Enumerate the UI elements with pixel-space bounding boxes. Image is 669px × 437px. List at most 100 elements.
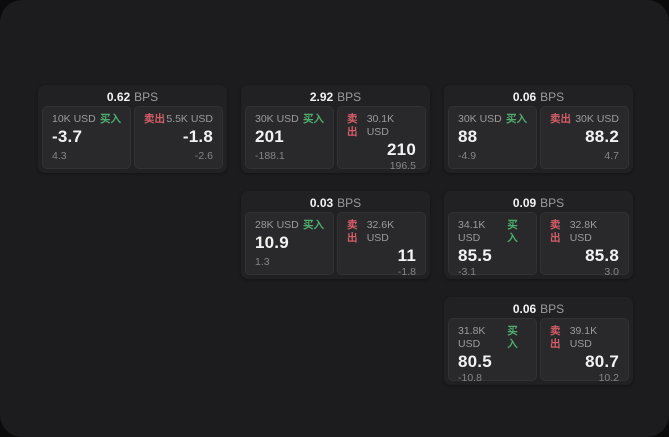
buy-side-label: 买入 — [506, 113, 527, 125]
buy-tile[interactable]: 30K USD 买入 88 -4.9 — [448, 106, 537, 169]
quote-card: 0.03 BPS 28K USD 买入 10.9 1.3 卖出 32.6K US… — [241, 191, 430, 279]
buy-price: 80.5 — [458, 352, 492, 371]
quote-card: 0.09 BPS 34.1K USD 买入 85.5 -3.1 卖出 32.8K… — [444, 191, 633, 279]
sell-tile-top: 卖出 30K USD — [550, 113, 619, 126]
card-header: 0.06 BPS — [448, 88, 629, 106]
buy-tile[interactable]: 30K USD 买入 201 -188.1 — [245, 106, 334, 169]
buy-side-label: 买入 — [507, 219, 518, 244]
buy-tile-top: 31.8K USD 买入 — [458, 325, 527, 351]
buy-change: -188.1 — [255, 150, 285, 162]
buy-notional: 30K USD — [458, 113, 502, 125]
bps-value: 0.09 — [512, 196, 537, 210]
quote-cards-grid: 0.62 BPS 10K USD 买入 -3.7 4.3 卖出 5.5K USD — [38, 85, 633, 385]
sell-side-label: 卖出 — [347, 113, 358, 138]
sell-price: 11 — [397, 246, 416, 265]
sell-notional: 30K USD — [575, 113, 619, 125]
bps-unit-label: BPS — [540, 196, 565, 210]
buy-tile[interactable]: 31.8K USD 买入 80.5 -10.8 — [448, 318, 537, 384]
sell-side-label: 卖出 — [550, 219, 561, 244]
card-header: 0.03 BPS — [245, 194, 426, 212]
sell-change: -2.6 — [194, 150, 213, 162]
sell-tile-top: 卖出 5.5K USD — [144, 113, 213, 126]
buy-price: 10.9 — [255, 233, 289, 252]
quote-card: 0.06 BPS 30K USD 买入 88 -4.9 卖出 30K USD — [444, 85, 633, 173]
buy-price: 85.5 — [458, 246, 492, 265]
card-header: 0.62 BPS — [42, 88, 223, 106]
buy-tile-top: 34.1K USD 买入 — [458, 219, 527, 245]
buy-notional: 28K USD — [255, 219, 299, 231]
bps-value: 0.03 — [309, 196, 334, 210]
sell-side-label: 卖出 — [550, 325, 561, 350]
quote-card: 0.62 BPS 10K USD 买入 -3.7 4.3 卖出 5.5K USD — [38, 85, 227, 173]
price-panels: 10K USD 买入 -3.7 4.3 卖出 5.5K USD -1.8 -2.… — [42, 106, 223, 169]
buy-tile-top: 30K USD 买入 — [255, 113, 324, 126]
buy-notional: 31.8K USD — [458, 325, 486, 350]
price-panels: 30K USD 买入 88 -4.9 卖出 30K USD 88.2 4.7 — [448, 106, 629, 169]
bps-unit-label: BPS — [337, 90, 362, 104]
sell-price: 80.7 — [585, 352, 619, 371]
buy-tile-top: 30K USD 买入 — [458, 113, 527, 126]
sell-tile-top: 卖出 32.8K USD — [550, 219, 619, 245]
buy-change: -4.9 — [458, 150, 477, 162]
price-panels: 34.1K USD 买入 85.5 -3.1 卖出 32.8K USD 85.8… — [448, 212, 629, 278]
sell-change: 3.0 — [604, 266, 619, 278]
buy-price: 88 — [458, 127, 478, 146]
sell-price: 85.8 — [585, 246, 619, 265]
sell-price: 210 — [387, 140, 416, 159]
sell-change: 4.7 — [604, 150, 619, 162]
sell-price: 88.2 — [585, 127, 619, 146]
sell-notional: 32.8K USD — [569, 219, 598, 244]
buy-side-label: 买入 — [507, 325, 518, 350]
sell-tile[interactable]: 卖出 39.1K USD 80.7 10.2 — [540, 318, 629, 384]
sell-change: -1.8 — [397, 266, 416, 278]
bps-unit-label: BPS — [134, 90, 159, 104]
card-header: 0.06 BPS — [448, 300, 629, 318]
buy-price: -3.7 — [52, 127, 83, 146]
sell-notional: 30.1K USD — [366, 113, 395, 138]
sell-tile[interactable]: 卖出 30.1K USD 210 196.5 — [337, 106, 426, 172]
bps-unit-label: BPS — [337, 196, 362, 210]
buy-side-label: 买入 — [303, 113, 324, 125]
buy-tile[interactable]: 28K USD 买入 10.9 1.3 — [245, 212, 334, 275]
buy-change: 4.3 — [52, 150, 67, 162]
buy-notional: 10K USD — [52, 113, 96, 125]
card-header: 2.92 BPS — [245, 88, 426, 106]
buy-tile-top: 10K USD 买入 — [52, 113, 121, 126]
buy-side-label: 买入 — [100, 113, 121, 125]
bps-value: 2.92 — [309, 90, 334, 104]
buy-change: -3.1 — [458, 266, 477, 278]
sell-notional: 32.6K USD — [366, 219, 395, 244]
buy-tile-top: 28K USD 买入 — [255, 219, 324, 232]
buy-change: 1.3 — [255, 256, 270, 268]
buy-change: -10.8 — [458, 372, 482, 384]
price-panels: 28K USD 买入 10.9 1.3 卖出 32.6K USD 11 -1.8 — [245, 212, 426, 278]
sell-tile[interactable]: 卖出 5.5K USD -1.8 -2.6 — [134, 106, 223, 169]
sell-change: 10.2 — [598, 372, 619, 384]
bps-unit-label: BPS — [540, 302, 565, 316]
card-header: 0.09 BPS — [448, 194, 629, 212]
sell-side-label: 卖出 — [347, 219, 358, 244]
price-panels: 30K USD 买入 201 -188.1 卖出 30.1K USD 210 1… — [245, 106, 426, 172]
sell-tile[interactable]: 卖出 32.8K USD 85.8 3.0 — [540, 212, 629, 278]
buy-tile[interactable]: 10K USD 买入 -3.7 4.3 — [42, 106, 131, 169]
sell-tile[interactable]: 卖出 32.6K USD 11 -1.8 — [337, 212, 426, 278]
buy-side-label: 买入 — [303, 219, 324, 231]
sell-tile-top: 卖出 39.1K USD — [550, 325, 619, 351]
sell-notional: 39.1K USD — [569, 325, 598, 350]
sell-price: -1.8 — [182, 127, 213, 146]
sell-change: 196.5 — [389, 160, 416, 172]
buy-notional: 30K USD — [255, 113, 299, 125]
bps-value: 0.62 — [106, 90, 131, 104]
sell-notional: 5.5K USD — [166, 113, 213, 125]
sell-side-label: 卖出 — [144, 113, 165, 125]
buy-tile[interactable]: 34.1K USD 买入 85.5 -3.1 — [448, 212, 537, 278]
sell-tile-top: 卖出 32.6K USD — [347, 219, 416, 245]
buy-price: 201 — [255, 127, 284, 146]
bps-value: 0.06 — [512, 302, 537, 316]
sell-tile[interactable]: 卖出 30K USD 88.2 4.7 — [540, 106, 629, 169]
price-panels: 31.8K USD 买入 80.5 -10.8 卖出 39.1K USD 80.… — [448, 318, 629, 384]
sell-side-label: 卖出 — [550, 113, 571, 125]
quote-card: 0.06 BPS 31.8K USD 买入 80.5 -10.8 卖出 39.1… — [444, 297, 633, 385]
sell-tile-top: 卖出 30.1K USD — [347, 113, 416, 139]
